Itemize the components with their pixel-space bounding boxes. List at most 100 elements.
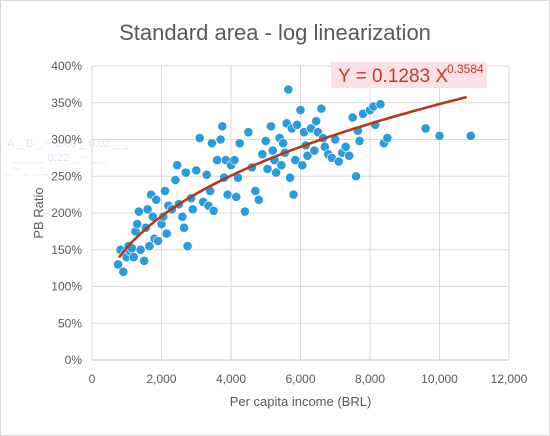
- data-point: [128, 252, 139, 262]
- y-tick-label: 350%: [51, 96, 82, 110]
- x-tick-label: 6,000: [285, 372, 315, 386]
- data-point: [147, 211, 158, 222]
- data-point: [382, 133, 393, 143]
- data-point: [309, 145, 320, 156]
- data-point: [420, 123, 431, 134]
- data-point: [266, 121, 276, 132]
- data-point: [179, 222, 189, 233]
- data-point: [118, 266, 129, 277]
- data-point: [250, 186, 261, 196]
- data-point: [292, 119, 302, 130]
- data-point: [231, 191, 242, 202]
- y-tick-label: 300%: [51, 133, 82, 147]
- y-axis-label: PB Ratio: [31, 187, 46, 238]
- data-point: [229, 155, 240, 165]
- tick-labels: 0% 50% 100% 150% 200% 250% 300% 350% 400% 0 2,000 4…: [51, 59, 527, 386]
- data-point: [285, 172, 295, 183]
- data-point: [142, 204, 153, 215]
- y-tick-label: 150%: [51, 243, 82, 257]
- data-point: [234, 138, 245, 149]
- y-tick-label: 200%: [51, 206, 82, 220]
- y-tick-label: 50%: [58, 316, 82, 330]
- faded-text-line: _ _ _ _ 0.22 _ ~ _ _: [10, 152, 107, 164]
- data-point: [217, 121, 228, 132]
- gridlines: [91, 65, 510, 361]
- data-point: [212, 155, 222, 165]
- data-point: [151, 194, 162, 205]
- trendline-equation: Y = 0.1283 X 0.3584: [331, 62, 487, 88]
- power-trendline: [118, 95, 467, 259]
- trendline-equation-background: [331, 62, 487, 88]
- data-point: [191, 165, 202, 176]
- data-point: [161, 228, 172, 239]
- data-point: [316, 103, 327, 114]
- data-point: [434, 130, 445, 141]
- data-point: [113, 259, 123, 270]
- data-point: [132, 219, 143, 229]
- data-point: [135, 244, 146, 255]
- data-point: [344, 150, 355, 161]
- data-point: [201, 169, 212, 180]
- data-point: [465, 130, 476, 141]
- faded-text-line: A _ B _ ~ 0.00 _ 0.02 _ _: [7, 138, 129, 150]
- data-point: [276, 160, 287, 171]
- faded-text-line: _ ~ _ _ _ _ _ _ _: [4, 164, 86, 176]
- data-point: [239, 206, 250, 217]
- data-point: [267, 145, 278, 156]
- data-point: [222, 189, 233, 200]
- data-point: [182, 241, 193, 251]
- data-point: [144, 241, 155, 251]
- x-tick-label: 0: [89, 372, 96, 386]
- data-point: [288, 189, 299, 200]
- data-point: [208, 205, 219, 216]
- x-axis-label: Per capita income (BRL): [230, 394, 372, 409]
- data-point: [139, 255, 150, 266]
- data-point: [194, 133, 205, 143]
- data-point: [262, 163, 273, 174]
- y-tick-label: 400%: [51, 59, 82, 73]
- x-tick-label: 12,000: [491, 372, 528, 386]
- y-tick-label: 100%: [51, 280, 82, 294]
- data-point: [295, 105, 306, 115]
- data-point: [333, 156, 344, 167]
- x-tick-label: 2,000: [146, 372, 176, 386]
- data-point: [172, 160, 183, 171]
- data-point: [260, 136, 271, 146]
- data-point: [297, 160, 308, 171]
- y-tick-label: 250%: [51, 169, 82, 183]
- data-point: [243, 127, 254, 138]
- trendline-equation-exponent: 0.3584: [447, 62, 484, 76]
- trendline-equation-text: Y = 0.1283 X: [338, 66, 448, 87]
- x-tick-label: 4,000: [216, 372, 246, 386]
- data-point: [153, 236, 163, 246]
- data-point: [271, 167, 282, 178]
- data-point: [340, 141, 351, 152]
- data-point: [278, 138, 289, 149]
- data-point: [311, 116, 322, 127]
- data-point: [351, 171, 361, 182]
- data-point: [160, 186, 170, 196]
- data-point: [375, 99, 386, 110]
- data-point: [347, 112, 358, 123]
- data-point: [187, 204, 198, 215]
- x-tick-label: 8,000: [355, 372, 385, 386]
- faded-background-text: A _ B _ ~ 0.00 _ 0.02 _ _ _ _ _ _ 0.22 _ …: [4, 138, 129, 176]
- data-point: [180, 167, 191, 178]
- data-point: [354, 136, 365, 146]
- data-point: [302, 150, 313, 161]
- data-point: [215, 134, 226, 145]
- data-point: [177, 211, 188, 222]
- data-point: [253, 194, 264, 205]
- chart-title: Standard area - log linearization: [119, 20, 431, 45]
- x-tick-label: 10,000: [421, 372, 458, 386]
- data-point: [206, 138, 217, 149]
- data-points: [113, 84, 476, 277]
- data-point: [290, 155, 301, 165]
- data-point: [170, 175, 181, 185]
- data-point: [283, 84, 294, 95]
- data-point: [134, 206, 144, 217]
- y-tick-label: 0%: [65, 353, 83, 367]
- data-point: [257, 149, 268, 160]
